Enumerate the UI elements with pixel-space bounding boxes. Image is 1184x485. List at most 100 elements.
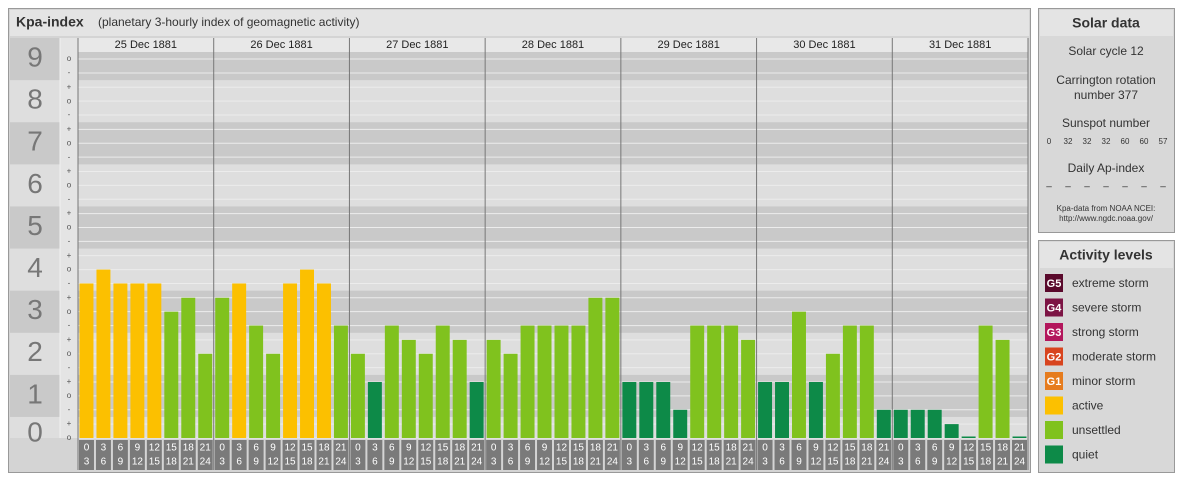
band — [10, 416, 1028, 438]
ap-value: – — [1084, 182, 1090, 193]
bar — [164, 311, 179, 438]
bar — [317, 283, 331, 438]
level-badge: G1 — [1047, 376, 1062, 388]
bar — [215, 297, 230, 438]
time-label: 12 — [420, 443, 432, 454]
minor-tick-label: o — [67, 391, 72, 400]
bar — [910, 409, 925, 438]
level-label: active — [1072, 399, 1104, 413]
time-label: 3 — [644, 443, 650, 454]
time-cell — [978, 440, 994, 470]
time-cell — [503, 440, 519, 470]
minor-tick-label: + — [67, 293, 72, 302]
bar — [876, 409, 891, 438]
bar — [690, 325, 705, 438]
level-label: extreme storm — [1072, 276, 1149, 290]
y-tick-label: 5 — [27, 210, 43, 241]
bar — [588, 297, 603, 438]
time-label: 9 — [677, 443, 683, 454]
time-cell — [842, 440, 858, 470]
time-cell — [825, 440, 841, 470]
time-cell — [927, 440, 943, 470]
bar — [300, 269, 314, 438]
time-label: 18 — [573, 457, 585, 468]
sunspot-value: 32 — [1064, 137, 1073, 146]
ap-title: Daily Ap-index — [1068, 161, 1145, 175]
bar — [792, 311, 806, 438]
time-label: 24 — [335, 457, 347, 468]
bar — [418, 353, 433, 438]
level-label: quiet — [1072, 448, 1099, 462]
time-cell — [333, 440, 349, 470]
bar — [486, 339, 501, 438]
bar — [944, 424, 959, 438]
time-label: 21 — [743, 443, 755, 454]
time-cell — [350, 440, 366, 470]
time-label: 0 — [84, 443, 90, 454]
sunspot-value: 60 — [1121, 137, 1130, 146]
date-label: 25 Dec 1881 — [115, 39, 177, 51]
time-label: 12 — [149, 443, 161, 454]
time-label: 3 — [508, 443, 514, 454]
time-label: 3 — [491, 457, 497, 468]
y-tick-label: 0 — [27, 416, 43, 447]
time-cell — [672, 440, 688, 470]
time-label: 9 — [932, 457, 938, 468]
time-label: 9 — [253, 457, 259, 468]
time-label: 6 — [372, 457, 378, 468]
minor-tick-label: o — [67, 223, 72, 232]
bar — [775, 382, 789, 438]
level-label: moderate storm — [1072, 350, 1156, 364]
bar — [571, 325, 586, 438]
time-label: 15 — [301, 443, 313, 454]
bar — [249, 325, 264, 438]
minor-tick-label: - — [68, 194, 71, 203]
sunspot-value: 57 — [1159, 137, 1168, 146]
time-label: 24 — [1014, 457, 1026, 468]
time-cell — [163, 440, 179, 470]
time-label: 15 — [963, 457, 975, 468]
bar — [452, 339, 467, 438]
solar-title: Solar data — [1072, 15, 1140, 31]
bar — [927, 409, 942, 438]
time-cell — [452, 440, 468, 470]
carrington: number 377 — [1074, 88, 1138, 102]
time-label: 3 — [779, 443, 785, 454]
minor-tick-label: o — [67, 307, 72, 316]
level-swatch — [1045, 372, 1063, 390]
bar — [808, 382, 823, 438]
minor-tick-label: o — [67, 265, 72, 274]
bar — [656, 382, 671, 438]
bar — [469, 382, 484, 438]
time-label: 18 — [726, 443, 738, 454]
bar — [825, 353, 840, 438]
time-cell — [961, 440, 977, 470]
time-label: 12 — [810, 457, 822, 468]
minor-tick-label: + — [67, 209, 72, 218]
bar — [741, 339, 756, 438]
sunspot-value: 32 — [1102, 137, 1111, 146]
bar — [435, 325, 450, 438]
bar — [537, 325, 552, 438]
time-label: 0 — [898, 443, 904, 454]
level-swatch — [1045, 421, 1063, 439]
time-label: 18 — [844, 457, 856, 468]
solar-panel — [1038, 8, 1175, 233]
time-cell — [112, 440, 128, 470]
bar — [758, 382, 773, 438]
time-cell — [316, 440, 332, 470]
time-label: 6 — [644, 457, 650, 468]
time-label: 15 — [149, 457, 161, 468]
bar — [130, 283, 145, 438]
date-label: 28 Dec 1881 — [522, 39, 584, 51]
time-label: 21 — [878, 443, 890, 454]
bar — [554, 325, 569, 438]
time-cell — [638, 440, 654, 470]
time-label: 9 — [813, 443, 819, 454]
source: Kpa-data from NOAA NCEI: — [1057, 204, 1156, 213]
sunspot-title: Sunspot number — [1062, 116, 1150, 130]
bar — [639, 382, 654, 438]
time-label: 24 — [607, 457, 619, 468]
date-label: 30 Dec 1881 — [793, 39, 855, 51]
time-cell — [248, 440, 264, 470]
